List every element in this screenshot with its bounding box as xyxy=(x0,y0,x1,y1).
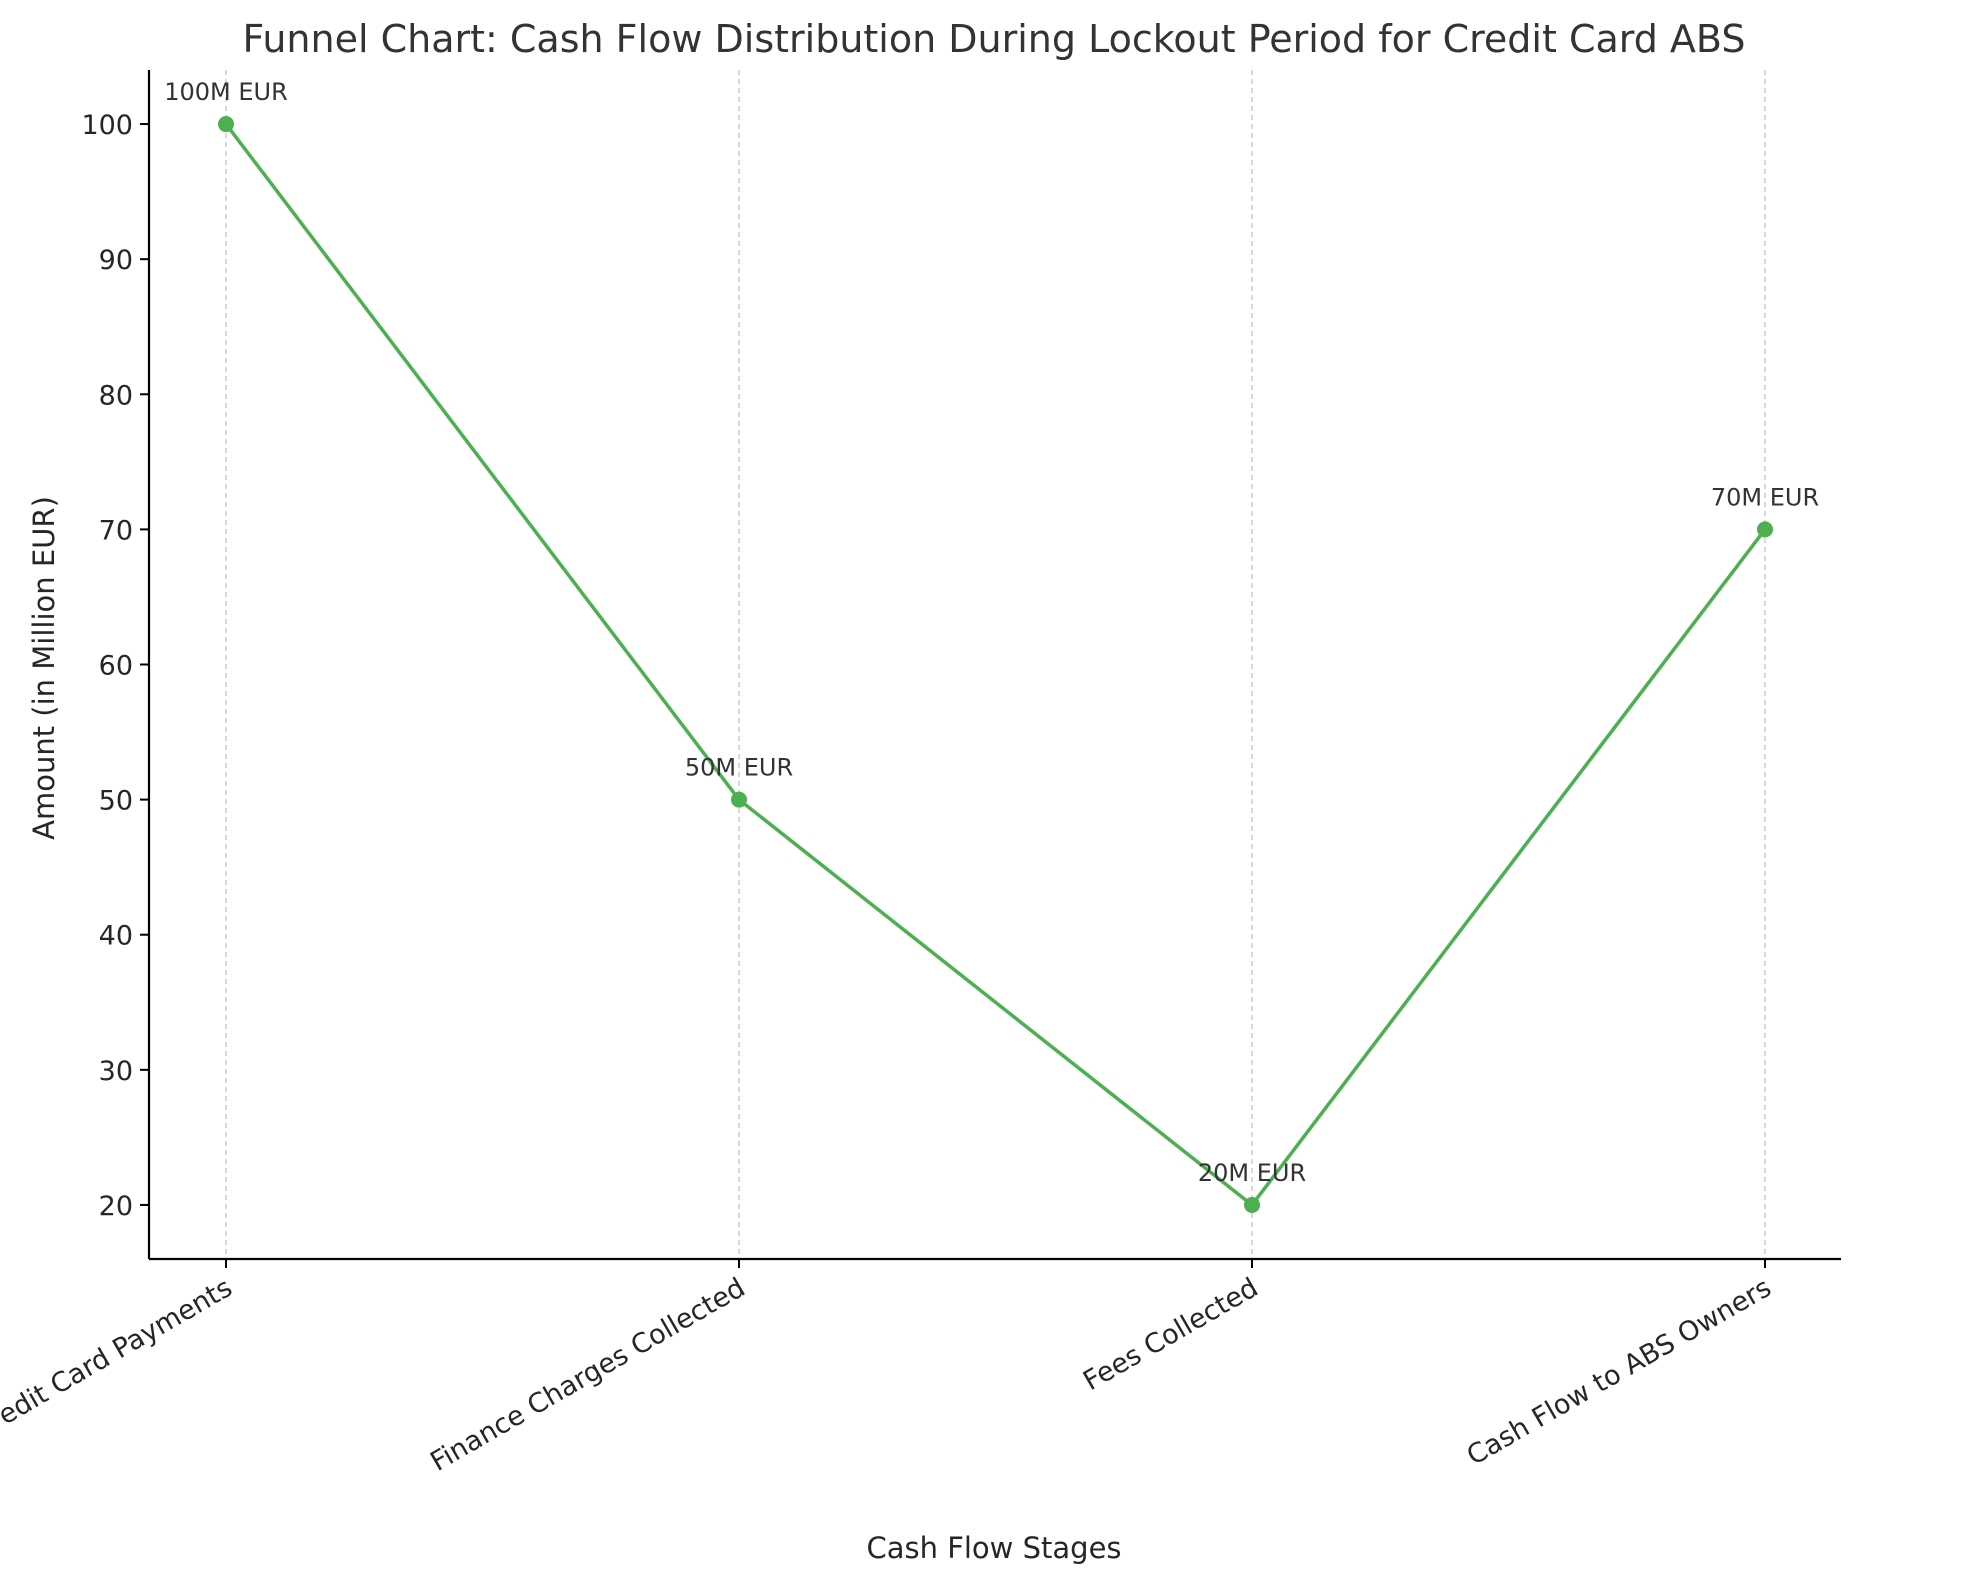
x-axis-label: Cash Flow Stages xyxy=(866,1531,1121,1565)
y-tick-label: 50 xyxy=(99,786,133,817)
data-point xyxy=(1244,1196,1260,1213)
y-tick-label: 100 xyxy=(81,110,133,141)
x-tick-label: Total Credit Card Payments xyxy=(0,1272,237,1482)
x-tick-label: Finance Charges Collected xyxy=(425,1272,750,1478)
data-labels: 100M EUR 50M EUR 20M EUR 70M EUR xyxy=(164,78,1819,1187)
y-tick-label: 90 xyxy=(99,245,133,276)
series-line xyxy=(224,122,1767,1207)
y-tick-label: 80 xyxy=(99,380,133,411)
axes xyxy=(147,70,1841,1261)
x-axis-ticks: Total Credit Card Payments Finance Charge… xyxy=(0,1259,1777,1482)
data-point xyxy=(731,791,747,808)
data-label: 20M EUR xyxy=(1198,1159,1306,1187)
y-tick-label: 70 xyxy=(99,515,133,546)
data-points xyxy=(218,116,1773,1213)
data-label: 50M EUR xyxy=(685,754,793,782)
data-label: 70M EUR xyxy=(1711,483,1819,511)
chart-title: Funnel Chart: Cash Flow Distribution Dur… xyxy=(243,17,1746,61)
x-tick-label: Fees Collected xyxy=(1078,1272,1263,1397)
x-tick-label: Cash Flow to ABS Owners xyxy=(1462,1272,1777,1472)
y-tick-label: 20 xyxy=(99,1191,133,1222)
y-axis-ticks: 20 30 40 50 60 70 80 90 100 xyxy=(81,110,149,1222)
grid-lines xyxy=(225,70,1766,1259)
data-point xyxy=(1757,521,1773,538)
y-tick-label: 60 xyxy=(99,651,133,682)
data-point xyxy=(218,116,234,133)
data-label: 100M EUR xyxy=(164,78,288,106)
y-tick-label: 30 xyxy=(99,1056,133,1087)
series-line-layer xyxy=(224,122,1767,1207)
y-tick-label: 40 xyxy=(99,921,133,952)
y-axis-label: Amount (in Million EUR) xyxy=(27,496,61,840)
